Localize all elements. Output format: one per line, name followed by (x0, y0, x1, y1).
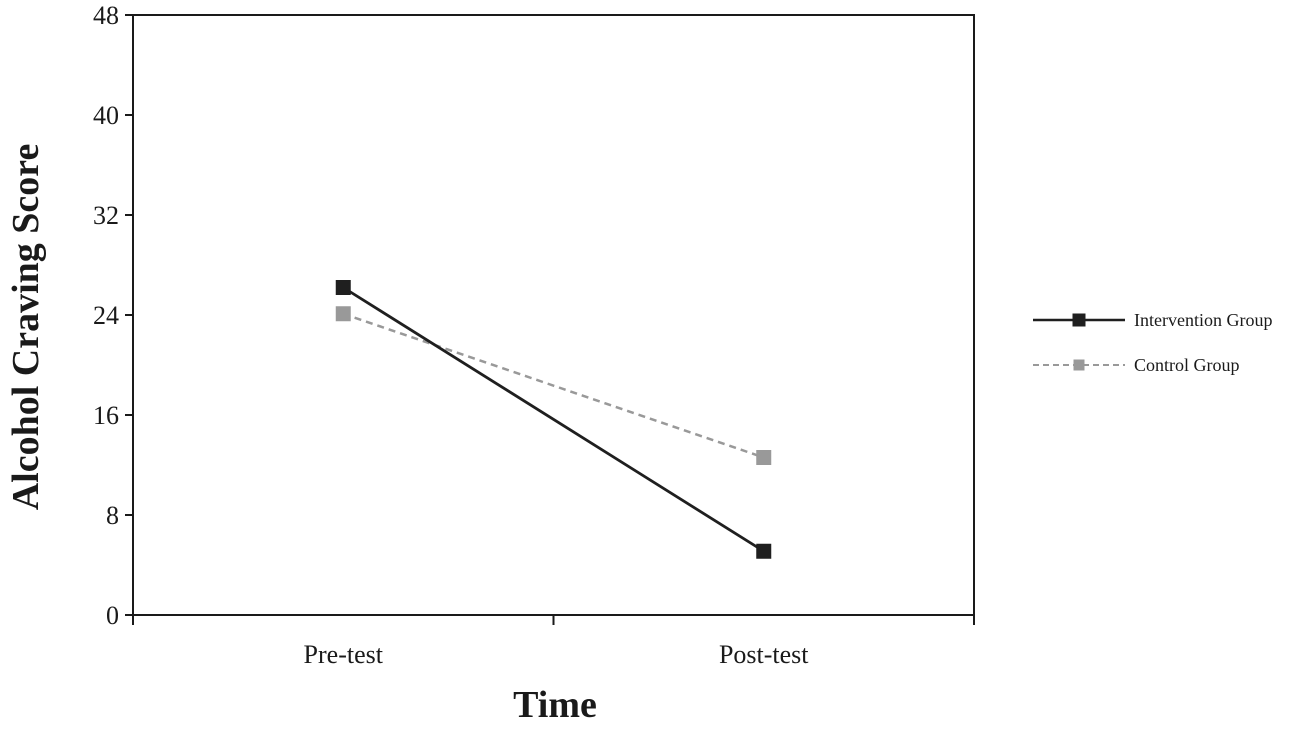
y-tick-label: 24 (93, 301, 119, 330)
series-lines (335, 280, 772, 559)
series-line (342, 312, 765, 459)
y-tick-label: 32 (93, 201, 119, 230)
legend: Intervention Group Control Group (1033, 310, 1272, 375)
legend-marker (1073, 359, 1085, 371)
x-tick-label: Post-test (719, 640, 809, 669)
y-tick-label: 16 (93, 401, 119, 430)
y-tick-label: 40 (93, 101, 119, 130)
y-tick-label: 0 (106, 601, 119, 630)
legend-label: Control Group (1134, 355, 1240, 375)
x-axis-title: Time (513, 684, 597, 726)
legend-marker (1072, 313, 1086, 327)
plot-area (132, 14, 975, 616)
legend-label: Intervention Group (1134, 310, 1272, 330)
data-point-marker (756, 543, 772, 559)
plot-frame (132, 14, 975, 616)
data-point-marker (756, 450, 772, 465)
x-tick-label: Pre-test (304, 640, 384, 669)
y-tick-label: 8 (106, 501, 119, 530)
x-axis: Pre-test Post-test (132, 615, 975, 669)
data-point-marker (335, 306, 351, 322)
y-tick-label: 48 (93, 1, 119, 30)
y-axis: 0 8 16 24 32 40 48 (93, 1, 133, 630)
y-axis-title: Alcohol Craving Score (5, 144, 47, 511)
series-line (342, 286, 765, 553)
data-point-marker (335, 280, 351, 295)
